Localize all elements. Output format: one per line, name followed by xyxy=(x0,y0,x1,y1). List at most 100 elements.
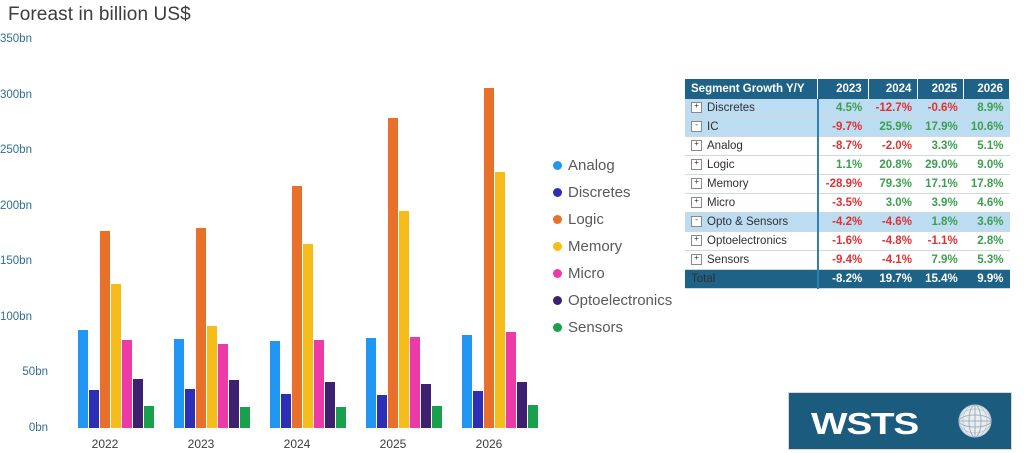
bar-group xyxy=(462,28,538,428)
growth-value-cell: -3.5% xyxy=(817,193,869,213)
growth-value-cell: 79.3% xyxy=(868,174,918,194)
legend-item-logic[interactable]: Logic xyxy=(553,206,672,233)
collapse-icon[interactable]: - xyxy=(691,121,702,133)
globe-icon xyxy=(958,404,992,438)
bar-group xyxy=(366,28,442,428)
growth-value-cell: -4.8% xyxy=(868,231,918,251)
legend-swatch-icon xyxy=(553,215,562,224)
growth-value-cell: 1.1% xyxy=(817,155,869,175)
row-label: Sensors xyxy=(707,254,750,266)
table-header-segment[interactable]: Segment Growth Y/Y xyxy=(685,79,818,99)
bar-sensors xyxy=(432,405,442,428)
wsts-logo-text: WSTS xyxy=(811,406,919,441)
table-header-year[interactable]: 2024 xyxy=(868,79,919,99)
table-row[interactable]: + Discretes 4.5% -12.7% -0.6% 8.9% xyxy=(685,99,1010,118)
legend-swatch-icon xyxy=(553,161,562,170)
growth-value-cell: 25.9% xyxy=(868,117,918,137)
expand-icon[interactable]: + xyxy=(691,159,702,171)
row-label: Opto & Sensors xyxy=(707,216,789,228)
growth-value-cell: -8.7% xyxy=(817,136,869,156)
table-header-year[interactable]: 2025 xyxy=(917,79,965,99)
bar-sensors xyxy=(528,404,538,428)
bar-micro xyxy=(122,340,132,428)
growth-value-cell: -1.6% xyxy=(817,231,869,251)
table-body: + Discretes 4.5% -12.7% -0.6% 8.9% - IC -9.7% 25.… xyxy=(685,99,1010,289)
table-header-year[interactable]: 2023 xyxy=(817,79,869,99)
plot-area: 2022 2023 2024 2025 2026 xyxy=(60,28,545,453)
table-row[interactable]: + Logic 1.1% 20.8% 29.0% 9.0% xyxy=(685,155,1010,175)
growth-value-cell: -28.9% xyxy=(817,174,869,194)
row-label-cell: + Micro xyxy=(685,193,819,213)
legend-label: Memory xyxy=(568,238,623,255)
growth-value-cell: 1.8% xyxy=(917,212,964,232)
x-axis-label: 2026 xyxy=(475,437,503,451)
table-row[interactable]: + Sensors -9.4% -4.1% 7.9% 5.3% xyxy=(685,250,1010,270)
row-label: Analog xyxy=(707,140,743,152)
legend-item-sensors[interactable]: Sensors xyxy=(553,314,672,341)
growth-value-cell: -1.1% xyxy=(917,231,964,251)
growth-value-cell: 3.0% xyxy=(868,193,918,213)
growth-value-cell: 5.1% xyxy=(963,136,1010,156)
expand-icon[interactable]: + xyxy=(691,197,702,209)
bar-micro xyxy=(506,332,516,428)
legend-label: Analog xyxy=(568,157,615,174)
row-label: IC xyxy=(707,121,719,133)
bar-discretes xyxy=(377,394,387,428)
table-header-year[interactable]: 2026 xyxy=(963,79,1010,99)
legend-item-analog[interactable]: Analog xyxy=(553,152,672,179)
expand-icon[interactable]: + xyxy=(691,254,702,266)
growth-value-cell: -2.0% xyxy=(868,136,918,156)
y-axis-tick: 250bn xyxy=(0,144,32,157)
growth-value-cell: 7.9% xyxy=(917,250,964,270)
growth-value-cell: 3.3% xyxy=(917,136,964,156)
bar-discretes xyxy=(473,391,483,428)
table-row[interactable]: + Micro -3.5% 3.0% 3.9% 4.6% xyxy=(685,193,1010,213)
expand-icon[interactable]: + xyxy=(691,102,702,114)
growth-value-cell: -4.1% xyxy=(868,250,918,270)
growth-value-cell: 17.9% xyxy=(917,117,964,137)
x-axis-label: 2022 xyxy=(91,437,119,451)
x-axis-label: 2023 xyxy=(187,437,215,451)
legend-label: Micro xyxy=(568,265,605,282)
legend-item-memory[interactable]: Memory xyxy=(553,233,672,260)
table-row[interactable]: - IC -9.7% 25.9% 17.9% 10.6% xyxy=(685,117,1010,137)
bar-sensors xyxy=(144,405,154,428)
table-row[interactable]: + Memory -28.9% 79.3% 17.1% 17.8% xyxy=(685,174,1010,194)
bar-optoelectronics xyxy=(229,380,239,428)
x-axis-label: 2024 xyxy=(283,437,311,451)
bar-discretes xyxy=(281,393,291,428)
growth-value-cell: 10.6% xyxy=(963,117,1010,137)
bar-logic xyxy=(388,117,398,428)
growth-value-cell: 9.0% xyxy=(963,155,1010,175)
total-value-cell: 15.4% xyxy=(917,269,964,289)
row-label-cell: + Discretes xyxy=(685,99,819,118)
table-header-row: Segment Growth Y/Y 2023 2024 2025 2026 xyxy=(685,79,1010,99)
legend-swatch-icon xyxy=(553,242,562,251)
bar-group xyxy=(78,28,154,428)
growth-value-cell: -0.6% xyxy=(917,99,964,118)
legend-label: Discretes xyxy=(568,184,631,201)
bar-analog xyxy=(366,337,376,428)
growth-value-cell: 4.6% xyxy=(963,193,1010,213)
legend-item-discretes[interactable]: Discretes xyxy=(553,179,672,206)
table-row[interactable]: + Optoelectronics -1.6% -4.8% -1.1% 2.8% xyxy=(685,231,1010,251)
bar-sensors xyxy=(336,406,346,428)
expand-icon[interactable]: + xyxy=(691,235,702,247)
expand-icon[interactable]: + xyxy=(691,178,702,190)
expand-icon[interactable]: + xyxy=(691,140,702,152)
legend-label: Sensors xyxy=(568,319,624,336)
bar-discretes xyxy=(185,389,195,428)
bar-micro xyxy=(218,343,228,428)
bar-micro xyxy=(314,340,324,428)
bar-group xyxy=(270,28,346,428)
row-label: Optoelectronics xyxy=(707,235,787,247)
legend-swatch-icon xyxy=(553,323,562,332)
collapse-icon[interactable]: - xyxy=(691,216,702,228)
legend-item-micro[interactable]: Micro xyxy=(553,260,672,287)
legend-label: Optoelectronics xyxy=(568,292,673,309)
total-label: Total xyxy=(685,269,819,289)
row-label-cell: + Logic xyxy=(685,155,819,175)
legend-item-optoelectronics[interactable]: Optoelectronics xyxy=(553,287,672,314)
table-row[interactable]: - Opto & Sensors -4.2% -4.6% 1.8% 3.6% xyxy=(685,212,1010,232)
table-row[interactable]: + Analog -8.7% -2.0% 3.3% 5.1% xyxy=(685,136,1010,156)
